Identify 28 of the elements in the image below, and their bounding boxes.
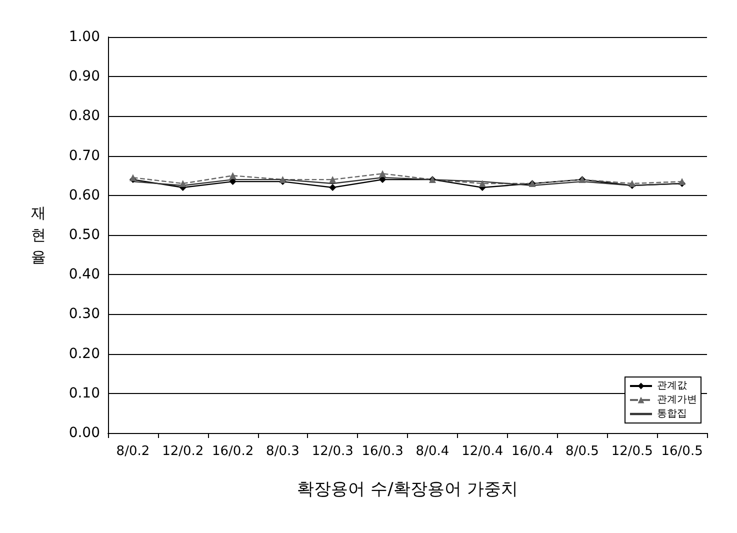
y-tick-label: 1.00 bbox=[68, 29, 100, 45]
x-tick-label: 12/0.5 bbox=[611, 444, 653, 459]
x-axis-title: 확장용어 수/확장용어 가중치 bbox=[297, 480, 518, 500]
legend-label: 통합집 bbox=[657, 408, 687, 420]
x-tick-label: 8/0.2 bbox=[116, 444, 150, 459]
x-tick-label: 12/0.4 bbox=[462, 444, 504, 459]
y-tick-label: 0.50 bbox=[68, 227, 100, 243]
x-tick-label: 16/0.5 bbox=[661, 444, 703, 459]
y-tick-label: 0.20 bbox=[68, 346, 100, 362]
x-tick-label: 16/0.3 bbox=[362, 444, 404, 459]
x-tick-label: 8/0.4 bbox=[416, 444, 450, 459]
y-tick-label: 0.00 bbox=[68, 425, 100, 441]
x-tick-label: 8/0.3 bbox=[266, 444, 300, 459]
y-tick-label: 0.70 bbox=[68, 148, 100, 164]
x-tick-label: 12/0.2 bbox=[162, 444, 204, 459]
x-tick-label: 12/0.3 bbox=[312, 444, 354, 459]
x-tick-label: 8/0.5 bbox=[566, 444, 599, 459]
legend-label: 관계값 bbox=[657, 380, 687, 392]
y-tick-label: 0.40 bbox=[68, 266, 100, 283]
y-tick-label: 0.30 bbox=[68, 306, 100, 322]
x-tick-label: 16/0.2 bbox=[212, 444, 254, 459]
legend-label: 관계가변 bbox=[657, 394, 697, 406]
y-tick-label: 0.60 bbox=[68, 187, 100, 204]
y-tick-label: 0.80 bbox=[68, 108, 100, 124]
y-axis-title: 재현율 bbox=[31, 204, 46, 266]
x-tick-label: 16/0.4 bbox=[511, 444, 554, 459]
y-tick-label: 0.90 bbox=[68, 68, 100, 85]
y-tick-label: 0.10 bbox=[68, 385, 100, 402]
